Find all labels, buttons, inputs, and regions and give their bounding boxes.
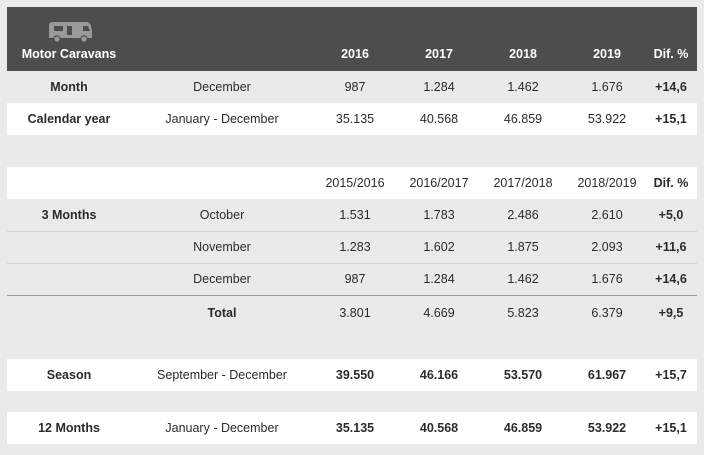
row-divider <box>7 263 697 264</box>
row-value: 1.676 <box>591 272 623 286</box>
row-dif: +11,6 <box>655 240 687 254</box>
table-row-calendar-year: Calendar year January - December 35.135 … <box>7 103 697 135</box>
row-period: December <box>193 272 251 286</box>
row-value: 1.676 <box>591 80 623 94</box>
row-value: 6.379 <box>591 306 623 320</box>
row-value: 53.570 <box>503 368 543 382</box>
season-heading: 2017/2018 <box>493 176 553 190</box>
row-value: 46.859 <box>503 112 543 126</box>
row-value: 35.135 <box>335 112 375 126</box>
row-value: 1.284 <box>423 272 455 286</box>
row-value: 2.093 <box>591 240 623 254</box>
season-heading: 2015/2016 <box>325 176 385 190</box>
row-dif: +14,6 <box>655 272 687 286</box>
row-value: 2.486 <box>507 208 539 222</box>
season-heading: 2016/2017 <box>409 176 469 190</box>
row-value: 1.531 <box>339 208 371 222</box>
header-year: 2017 <box>425 47 453 61</box>
row-value: 39.550 <box>335 368 375 382</box>
row-dif: +9,5 <box>658 306 684 320</box>
row-value: 1.875 <box>507 240 539 254</box>
row-value: 46.859 <box>503 421 543 435</box>
row-value: 35.135 <box>335 421 375 435</box>
row-label: 12 Months <box>38 421 100 435</box>
three-months-header: 2015/2016 2016/2017 2017/2018 2018/2019 … <box>7 167 697 199</box>
total-label: Total <box>207 306 237 320</box>
row-value: 46.166 <box>419 368 459 382</box>
row-value: 2.610 <box>591 208 623 222</box>
table-row-total: Total 3.801 4.669 5.823 6.379 +9,5 <box>7 296 697 330</box>
row-value: 987 <box>344 272 366 286</box>
row-dif: +5,0 <box>658 208 684 222</box>
season-heading: 2018/2019 <box>577 176 637 190</box>
header-year: 2019 <box>593 47 621 61</box>
header-dif: Dif. % <box>653 176 689 190</box>
table-row-month: Month December 987 1.284 1.462 1.676 +14… <box>7 71 697 103</box>
row-label: 3 Months <box>41 208 97 222</box>
row-dif: +15,1 <box>655 112 687 126</box>
row-value: 1.783 <box>423 208 455 222</box>
row-period: December <box>193 80 251 94</box>
row-label: Month <box>50 80 88 94</box>
row-value: 1.462 <box>507 80 539 94</box>
row-value: 61.967 <box>587 368 627 382</box>
table-row-november: November 1.283 1.602 1.875 2.093 +11,6 <box>7 231 697 263</box>
motorhome-icon <box>49 22 92 43</box>
header-year: 2016 <box>341 47 369 61</box>
row-label: Calendar year <box>27 112 111 126</box>
row-dif: +15,7 <box>655 368 687 382</box>
table-row-october: 3 Months October 1.531 1.783 2.486 2.610… <box>7 199 697 231</box>
row-value: 1.283 <box>339 240 371 254</box>
row-period: November <box>193 240 251 254</box>
table-row-12-months: 12 Months January - December 35.135 40.5… <box>7 412 697 444</box>
row-period: January - December <box>165 421 279 435</box>
row-value: 5.823 <box>507 306 539 320</box>
table-row-season: Season September - December 39.550 46.16… <box>7 359 697 391</box>
row-period: September - December <box>157 368 287 382</box>
row-value: 53.922 <box>587 112 627 126</box>
row-period: January - December <box>165 112 279 126</box>
row-value: 1.602 <box>423 240 455 254</box>
row-dif: +15,1 <box>655 421 687 435</box>
row-value: 53.922 <box>587 421 627 435</box>
total-divider <box>7 295 697 296</box>
row-value: 1.284 <box>423 80 455 94</box>
row-period: October <box>199 208 245 222</box>
row-value: 40.568 <box>419 112 459 126</box>
header-dif: Dif. % <box>653 47 689 61</box>
row-label: Season <box>46 368 92 382</box>
row-value: 4.669 <box>423 306 455 320</box>
row-value: 3.801 <box>339 306 371 320</box>
table-row-december: December 987 1.284 1.462 1.676 +14,6 <box>7 263 697 295</box>
row-dif: +14,6 <box>655 80 687 94</box>
header-year: 2018 <box>509 47 537 61</box>
row-value: 1.462 <box>507 272 539 286</box>
row-divider <box>7 231 697 232</box>
table-header: Motor Caravans 2016 2017 2018 2019 Dif. … <box>7 7 697 71</box>
header-title: Motor Caravans <box>21 47 117 61</box>
row-value: 40.568 <box>419 421 459 435</box>
row-value: 987 <box>344 80 366 94</box>
